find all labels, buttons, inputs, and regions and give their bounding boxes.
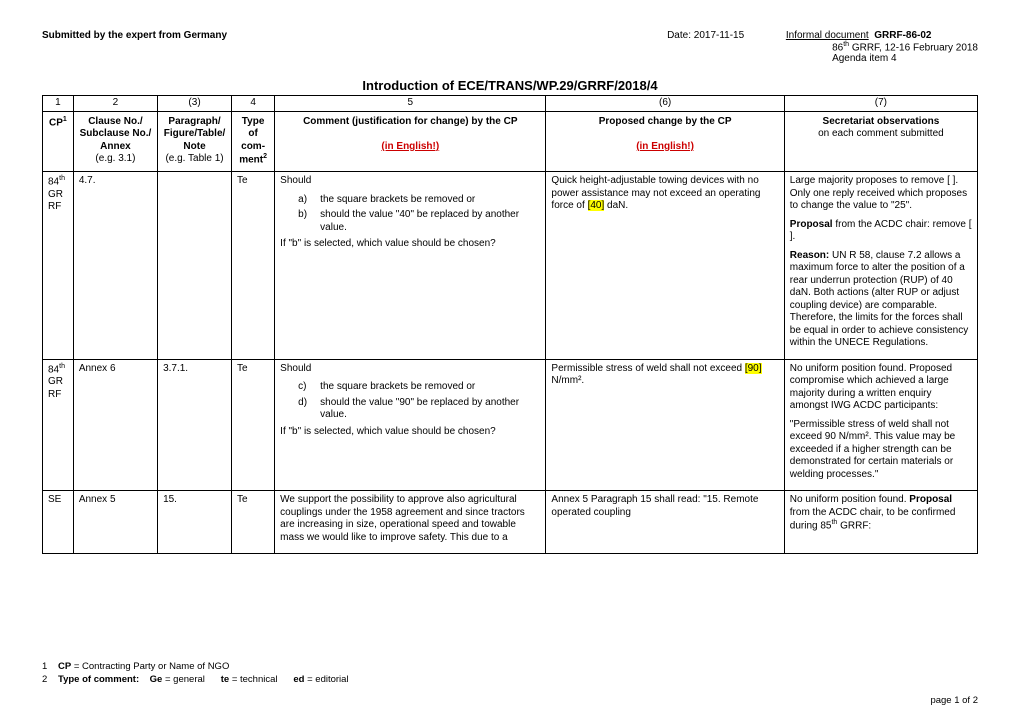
cell-paragraph: 15. [158,491,232,554]
cell-clause: Annex 5 [73,491,157,554]
header-comment: Comment (justification for change) by th… [275,111,546,171]
header-right: Date: 2017-11-15 Informal document GRRF-… [667,30,978,64]
cell-comment: Shoulda)the square brackets be removed o… [275,172,546,360]
table-row: 84thGRRF4.7. TeShoulda)the square bracket… [43,172,978,360]
header-paragraph: Paragraph/ Figure/Table/ Note (e.g. Tabl… [158,111,232,171]
footnote-1: 1 CP = Contracting Party or Name of NGO [42,661,349,673]
cell-type: Te [232,359,275,491]
colnum-7: (7) [784,96,977,112]
cell-comment: We support the possibility to approve al… [275,491,546,554]
submitted-by: Submitted by the expert from Germany [42,30,227,41]
colnum-4: 4 [232,96,275,112]
header-observations: Secretariat observations on each comment… [784,111,977,171]
header-cp: CP1 [43,111,74,171]
table-row: SEAnnex 515.TeWe support the possibility… [43,491,978,554]
cell-clause: 4.7. [73,172,157,360]
header-line-date-doc: Date: 2017-11-15 Informal document GRRF-… [667,30,978,41]
footnote-1-num: 1 [42,661,58,673]
cell-clause: Annex 6 [73,359,157,491]
cell-proposed: Permissible stress of weld shall not exc… [546,359,784,491]
date-label: Date: 2017-11-15 [667,30,744,41]
footnote-1-text: CP = Contracting Party or Name of NGO [58,661,229,673]
header-line-agenda: Agenda item 4 [832,53,978,64]
header-proposed: Proposed change by the CP (in English!) [546,111,784,171]
comments-table: 1 2 (3) 4 5 (6) (7) CP1 Clause No./ Subc… [42,95,978,554]
cell-paragraph [158,172,232,360]
header-line-session: 86th GRRF, 12-16 February 2018 [832,41,978,53]
colnum-2: 2 [73,96,157,112]
colnum-1: 1 [43,96,74,112]
column-header-row: CP1 Clause No./ Subclause No./ Annex (e.… [43,111,978,171]
colnum-3: (3) [158,96,232,112]
document-title: Introduction of ECE/TRANS/WP.29/GRRF/201… [42,78,978,93]
column-number-row: 1 2 (3) 4 5 (6) (7) [43,96,978,112]
cell-proposed: Quick height-adjustable towing devices w… [546,172,784,360]
colnum-5: 5 [275,96,546,112]
cell-paragraph: 3.7.1. [158,359,232,491]
footnote-2-text: Type of comment: Ge = general te = techn… [58,674,349,686]
cell-cp: 84thGRRF [43,359,74,491]
page-number: page 1 of 2 [930,695,978,706]
doc-label: Informal document [786,30,869,41]
footnotes: 1 CP = Contracting Party or Name of NGO … [42,661,349,686]
cell-comment: Shouldc)the square brackets be removed o… [275,359,546,491]
header-clause: Clause No./ Subclause No./ Annex (e.g. 3… [73,111,157,171]
cell-observations: No uniform position found. Proposed comp… [784,359,977,491]
cell-cp: SE [43,491,74,554]
header-type: Type of com- ment2 [232,111,275,171]
session-rest: GRRF, 12-16 February 2018 [849,42,978,53]
cell-observations: Large majority proposes to remove [ ]. O… [784,172,977,360]
cell-type: Te [232,172,275,360]
cell-type: Te [232,491,275,554]
cell-observations: No uniform position found. Proposal from… [784,491,977,554]
cell-proposed: Annex 5 Paragraph 15 shall read: "15. Re… [546,491,784,554]
cell-cp: 84thGRRF [43,172,74,360]
doc-number: GRRF-86-02 [871,30,931,41]
table-row: 84thGRRFAnnex 63.7.1.TeShouldc)the squar… [43,359,978,491]
document-header: Submitted by the expert from Germany Dat… [42,30,978,64]
colnum-6: (6) [546,96,784,112]
footnote-2-num: 2 [42,674,58,686]
document-page: Submitted by the expert from Germany Dat… [0,0,1020,720]
session-number: 86 [832,42,843,53]
footnote-2: 2 Type of comment: Ge = general te = tec… [42,674,349,686]
